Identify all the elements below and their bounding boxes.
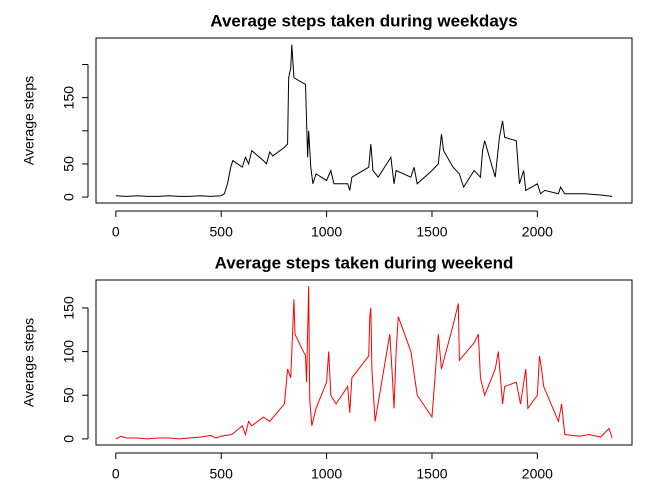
x-tick-label: 2000 bbox=[522, 466, 553, 480]
x-tick-label: 1000 bbox=[311, 466, 342, 480]
x-tick-label: 500 bbox=[210, 224, 234, 240]
y-tick-label: 0 bbox=[61, 193, 77, 201]
data-line bbox=[115, 44, 613, 197]
x-tick-label: 2000 bbox=[522, 224, 553, 240]
x-tick-label: 0 bbox=[112, 466, 120, 480]
x-tick-label: 1500 bbox=[416, 224, 447, 240]
y-axis-label: Average steps bbox=[21, 76, 37, 165]
chart-title: Average steps taken during weekdays bbox=[210, 11, 517, 30]
y-tick-label: 50 bbox=[61, 387, 77, 403]
x-tick-label: 0 bbox=[112, 224, 120, 240]
y-tick-label: 150 bbox=[61, 296, 77, 320]
x-tick-label: 1000 bbox=[311, 224, 342, 240]
plot-box bbox=[95, 279, 633, 446]
x-tick-label: 1500 bbox=[416, 466, 447, 480]
y-axis-label: Average steps bbox=[21, 318, 37, 407]
data-line bbox=[115, 286, 613, 440]
y-tick-label: 100 bbox=[61, 340, 77, 364]
plot-box bbox=[95, 37, 633, 204]
y-tick-label: 150 bbox=[61, 86, 77, 110]
chart-title: Average steps taken during weekend bbox=[215, 253, 514, 272]
x-tick-label: 500 bbox=[210, 466, 234, 480]
y-tick-label: 50 bbox=[61, 156, 77, 172]
y-tick-label: 0 bbox=[61, 435, 77, 443]
